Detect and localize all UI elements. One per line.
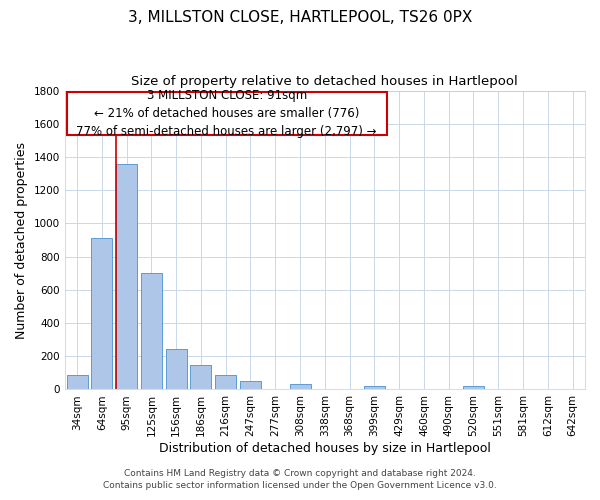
Title: Size of property relative to detached houses in Hartlepool: Size of property relative to detached ho… [131,75,518,88]
Bar [290,384,311,390]
Bar [67,374,88,390]
Bar [190,366,211,390]
Bar [166,349,187,390]
Text: Contains HM Land Registry data © Crown copyright and database right 2024.
Contai: Contains HM Land Registry data © Crown c… [103,468,497,490]
Bar [215,374,236,390]
Bar [116,164,137,390]
Bar [364,386,385,390]
Text: 3, MILLSTON CLOSE, HARTLEPOOL, TS26 0PX: 3, MILLSTON CLOSE, HARTLEPOOL, TS26 0PX [128,10,472,25]
Bar [240,381,261,390]
Y-axis label: Number of detached properties: Number of detached properties [15,142,28,338]
Bar [463,386,484,390]
X-axis label: Distribution of detached houses by size in Hartlepool: Distribution of detached houses by size … [159,442,491,455]
Text: 3 MILLSTON CLOSE: 91sqm
← 21% of detached houses are smaller (776)
77% of semi-d: 3 MILLSTON CLOSE: 91sqm ← 21% of detache… [76,90,377,138]
Bar [67,92,387,136]
Bar [141,273,162,390]
Bar [91,238,112,390]
